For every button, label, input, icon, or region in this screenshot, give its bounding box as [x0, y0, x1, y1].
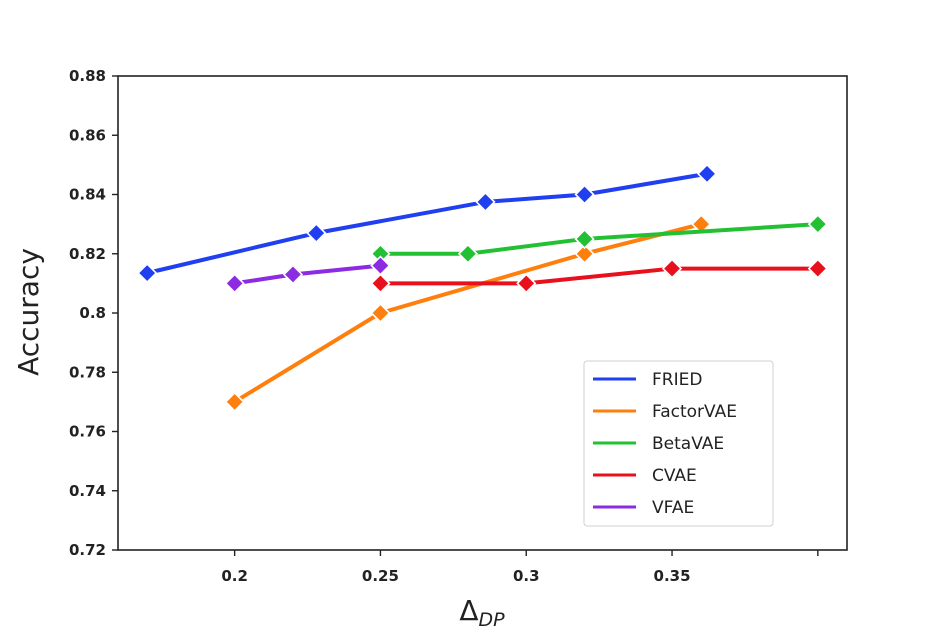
- legend-item-fried: FRIED: [593, 370, 702, 390]
- x-axis-title-main: Δ: [459, 594, 478, 627]
- y-tick-label: 0.8: [79, 304, 106, 322]
- legend-item-factorvae: FactorVAE: [593, 402, 737, 422]
- x-tick-label: 0.25: [362, 567, 399, 585]
- data-point-fried: [574, 184, 595, 205]
- y-tick-label: 0.82: [69, 245, 106, 263]
- data-point-factorvae: [574, 243, 595, 264]
- data-point-betavae: [457, 243, 479, 264]
- series-fried: [137, 163, 718, 284]
- data-point-cvae: [370, 273, 391, 294]
- plot-area: [137, 163, 828, 413]
- y-tick-label: 0.86: [69, 126, 106, 144]
- legend-item-betavae: BetaVAE: [593, 434, 724, 454]
- series-line-vfae: [232, 263, 383, 286]
- x-tick-label: 0.2: [221, 567, 248, 585]
- legend-box: [583, 360, 774, 527]
- data-point-fried: [696, 163, 718, 184]
- legend-item-vfae: VFAE: [593, 498, 694, 518]
- x-tick-label: 0.3: [513, 567, 540, 585]
- x-tick-label: 0.35: [654, 567, 691, 585]
- data-point-betavae: [574, 228, 595, 250]
- data-point-cvae: [516, 273, 537, 294]
- data-point-vfae: [370, 255, 391, 276]
- x-axis-title: ΔDP: [459, 594, 505, 629]
- series-line-fried: [145, 171, 710, 276]
- y-axis-title: Accuracy: [12, 248, 45, 376]
- series-line-cvae: [378, 266, 820, 286]
- y-tick-label: 0.76: [69, 423, 106, 441]
- y-tick-label: 0.84: [69, 186, 106, 204]
- y-tick-label: 0.74: [69, 482, 106, 500]
- legend-label-cvae: CVAE: [652, 466, 697, 486]
- y-tick-label: 0.78: [69, 363, 106, 381]
- axis-ticks: 0.72 0.74 0.76 0.78 0.8 0.82 0.84 0.86 0.88 0.2 0.…: [69, 67, 819, 585]
- data-point-cvae: [661, 258, 683, 279]
- legend: FRIED FactorVAE BetaVAE CVAE VFAE: [583, 360, 774, 527]
- legend-item-cvae: CVAE: [593, 466, 697, 486]
- data-point-fried: [475, 191, 496, 213]
- y-tick-label: 0.72: [69, 541, 106, 559]
- legend-label-fried: FRIED: [652, 370, 702, 390]
- legend-label-betavae: BetaVAE: [652, 434, 724, 454]
- series-vfae: [224, 255, 391, 294]
- data-point-factorvae: [224, 391, 245, 413]
- y-tick-label: 0.88: [69, 67, 106, 85]
- series-line-betavae: [378, 222, 820, 256]
- data-point-factorvae: [370, 302, 391, 324]
- data-point-betavae: [807, 213, 828, 235]
- data-point-cvae: [807, 258, 828, 279]
- legend-label-factorvae: FactorVAE: [652, 402, 737, 422]
- series-cvae: [370, 258, 828, 294]
- data-point-vfae: [224, 273, 245, 294]
- x-axis-title-subscript: DP: [479, 609, 506, 629]
- data-point-fried: [137, 262, 158, 284]
- data-point-vfae: [282, 264, 304, 285]
- data-point-fried: [306, 222, 327, 244]
- series-betavae: [370, 213, 828, 264]
- legend-label-vfae: VFAE: [652, 498, 694, 518]
